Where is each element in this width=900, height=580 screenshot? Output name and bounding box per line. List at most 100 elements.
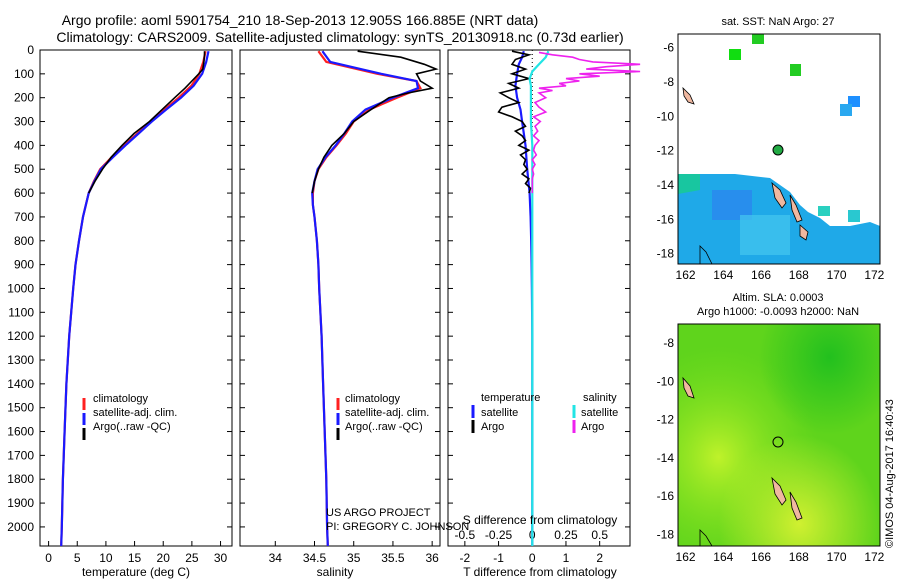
x-tick-label: 34.5 [303,551,327,565]
salinity-legend: climatology satellite-adj. clim. Argo(..… [336,393,429,440]
latitude-tick-label: -14 [657,178,675,192]
s-difference-tick-label: -0.5 [455,528,476,542]
legend-label-t-satellite: satellite [481,407,518,419]
island [799,224,809,241]
sla-map [678,324,880,547]
latitude-tick-label: -16 [657,212,675,226]
legend-label-s-argo: Argo [581,421,604,433]
legend-label-argo: Argo(..raw -QC) [345,421,423,433]
longitude-tick-label: 172 [864,550,884,564]
project-name: US ARGO PROJECT [326,507,431,519]
longitude-tick-label: 168 [789,268,809,282]
sla-high-region-south [678,324,880,546]
temperature-legend: climatology satellite-adj. clim. Argo(..… [82,393,177,440]
series-t-satellite [514,50,534,546]
depth-tick-label: 1000 [7,281,34,295]
series-s-satellite [528,50,550,546]
difference-panel-frame [447,49,631,547]
salinity-xlabel: salinity [317,565,354,579]
series-layer [60,50,641,547]
depth-tick-label: 1800 [7,472,34,486]
longitude-tick-label: 164 [713,550,733,564]
legend-label-climatology: climatology [345,393,401,405]
depth-tick-label: 800 [14,234,34,248]
depth-tick-label: 400 [14,138,34,152]
sst-cell [848,96,860,107]
x-tick-label: 35.5 [381,551,405,565]
latitude-tick-label: -18 [657,247,675,261]
longitude-tick-label: 162 [676,268,696,282]
s-difference-tick-label: -0.25 [485,528,513,542]
longitude-tick-label: 166 [751,268,771,282]
x-tick-label: 35 [347,551,361,565]
depth-tick-label: 1700 [7,448,34,462]
x-tick-label: 25 [185,551,199,565]
island [771,181,787,209]
legend-label-satellite-adj: satellite-adj. clim. [345,407,429,419]
temperature-xlabel: temperature (deg C) [82,565,190,579]
legend-label-argo: Argo(..raw -QC) [93,421,171,433]
depth-tick-label: 1400 [7,377,34,391]
island [789,194,803,223]
longitude-tick-label: 162 [676,550,696,564]
longitude-tick-label: 166 [751,550,771,564]
depth-tick-label: 2000 [7,520,34,534]
sst-cell [752,34,764,44]
depth-tick-label: 900 [14,258,34,272]
x-tick-label: 30 [214,551,228,565]
series-climatology [311,50,422,547]
sst-field-edge [678,174,700,194]
latitude-tick-label: -12 [657,144,675,158]
longitude-tick-label: 168 [789,550,809,564]
longitude-tick-label: 170 [827,550,847,564]
temperature-panel-frame [39,49,233,547]
depth-tick-label: 100 [14,67,34,81]
depth-tick-label: 500 [14,162,34,176]
latitude-tick-label: -6 [663,41,674,55]
island [771,476,787,506]
sst-cell [729,49,741,60]
island [682,376,695,399]
longitude-tick-label: 172 [864,268,884,282]
difference-xlabel: T difference from climatology [463,565,617,579]
sst-cell [848,210,860,222]
latitude-tick-label: -8 [663,336,674,350]
latitude-tick-label: -14 [657,451,675,465]
x-tick-label: 15 [128,551,142,565]
series-s-argo [531,51,641,194]
depth-tick-label: 600 [14,186,34,200]
x-tick-label: 5 [74,551,81,565]
x-tick-label: -2 [460,551,471,565]
sst-map-frame [677,33,881,265]
x-tick-label: 0 [529,551,536,565]
longitude-tick-label: 164 [713,268,733,282]
sla-map-frame [677,323,881,547]
axes-layer: 0 5 10 15 20 25 300100200300400500600700800900… [7,41,884,565]
depth-tick-label: 200 [14,91,34,105]
depth-tick-label: 0 [27,43,34,57]
sla-map-title-line2: Argo h1000: -0.0093 h2000: NaN [697,306,859,318]
sst-map-title: sat. SST: NaN Argo: 27 [721,16,834,28]
x-tick-label: 20 [157,551,171,565]
series-t-argo [497,50,533,194]
depth-tick-label: 1100 [8,305,34,319]
difference-legend: temperature salinity satellite Argo sate… [471,392,618,433]
island [682,86,695,105]
salinity-panel-frame [239,49,441,547]
legend-label-satellite-adj: satellite-adj. clim. [93,407,177,419]
figure-title-line2: Climatology: CARS2009. Satellite-adjuste… [56,29,623,45]
legend-label-t-argo: Argo [481,421,504,433]
legend-label-s-satellite: satellite [581,407,618,419]
difference-xlabel-top: S difference from climatology [463,513,618,527]
x-tick-label: 0 [45,551,52,565]
island [789,491,803,521]
depth-tick-label: 1900 [7,496,34,510]
legend-label-climatology: climatology [93,393,149,405]
latitude-tick-label: -12 [657,413,675,427]
imos-watermark: ©IMOS 04-Aug-2017 16:40:43 [884,399,896,548]
depth-tick-label: 1600 [7,425,34,439]
s-difference-tick-label: 0.25 [554,528,578,542]
s-difference-tick-label: 0.5 [591,528,608,542]
legend-title-salinity: salinity [583,392,617,404]
